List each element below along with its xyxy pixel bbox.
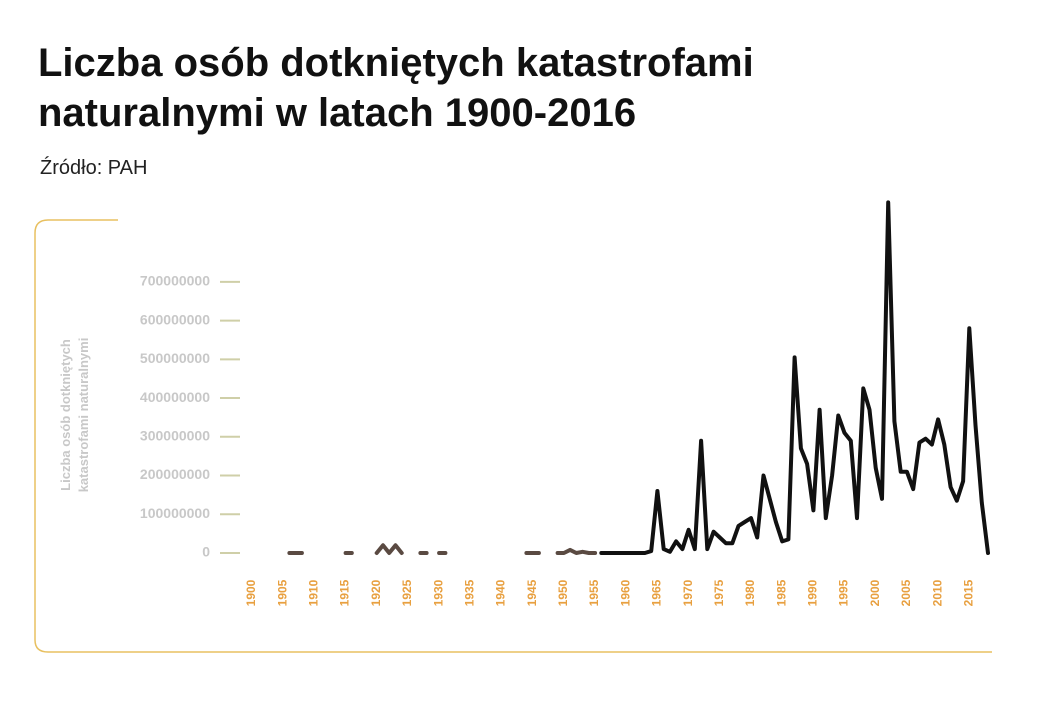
x-tick-label: 1900 [244,579,258,606]
x-tick-label: 2005 [899,579,913,606]
x-tick-label: 1955 [587,579,601,606]
y-tick-label: 0 [202,544,210,560]
x-tick-label: 1985 [774,579,788,606]
x-tick-label: 1975 [712,579,726,606]
y-tick-label: 700000000 [140,273,210,289]
x-tick-label: 1970 [681,579,695,606]
x-tick-label: 1990 [806,579,820,606]
data-line [287,543,598,555]
data-line [599,200,990,555]
chart-title: Liczba osób dotkniętych katastrofami nat… [38,41,754,135]
x-tick-label: 1965 [650,579,664,606]
x-tick-label: 1910 [307,579,321,606]
x-tick-label: 2010 [930,579,944,606]
x-tick-label: 1930 [431,579,445,606]
y-tick-label: 300000000 [140,427,210,443]
x-tick-label: 1920 [369,579,383,606]
x-tick-label: 1940 [494,579,508,606]
x-tick-label: 1905 [275,579,289,606]
x-tick-label: 1980 [743,579,757,606]
x-tick-label: 1935 [462,579,476,606]
x-tick-label: 1915 [338,579,352,606]
y-tick-label: 600000000 [140,311,210,327]
y-tick-label: 200000000 [140,466,210,482]
x-tick-label: 2000 [868,579,882,606]
frame [34,219,992,653]
x-tick-label: 1925 [400,579,414,606]
y-tick-label: 100000000 [140,505,210,521]
chart-subtitle: Źródło: PAH [40,157,148,179]
x-tick-label: 1950 [556,579,570,606]
x-tick-label: 1960 [618,579,632,606]
x-tick-label: 1995 [837,579,851,606]
x-tick-label: 2015 [961,579,975,606]
y-tick-label: 500000000 [140,350,210,366]
y-tick-label: 400000000 [140,389,210,405]
y-axis-label: katastrofami naturalnymi [76,338,91,493]
x-tick-label: 1945 [525,579,539,606]
y-axis-label: Liczba osób dotkniętych [58,339,73,491]
